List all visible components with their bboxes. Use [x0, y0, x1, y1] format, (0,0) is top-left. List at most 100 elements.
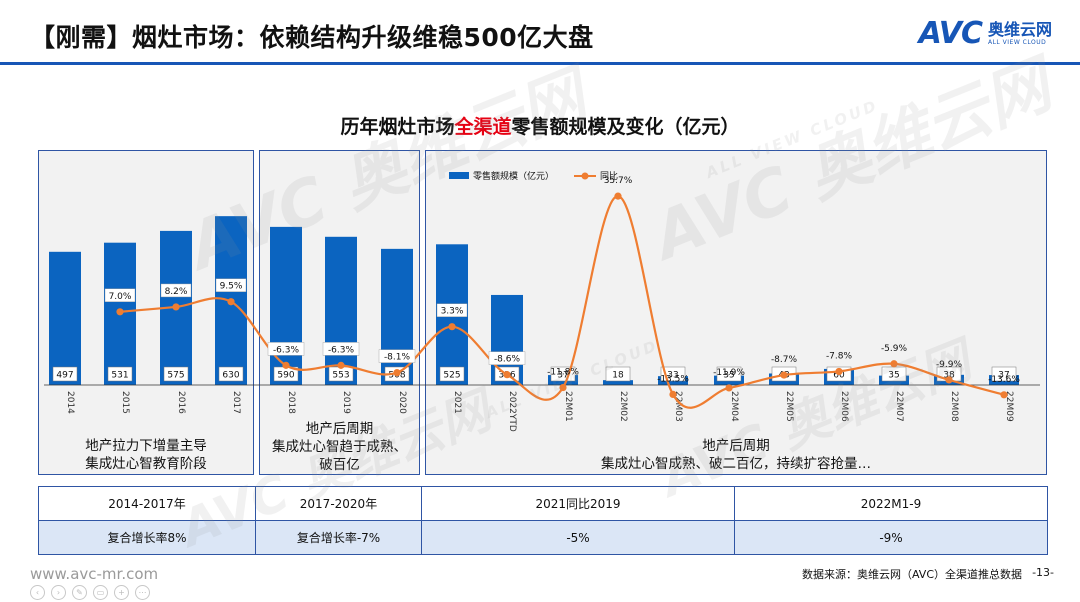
- yoy-point-2017: [227, 298, 235, 306]
- tick-label-2014: 2014: [65, 391, 75, 414]
- yoy-label-22M03: -13.5%: [657, 374, 689, 384]
- yoy-label-2020: -8.1%: [384, 353, 411, 363]
- yoy-label-22M02: 35.7%: [604, 176, 633, 186]
- value-label-2019: 553: [332, 371, 349, 381]
- yoy-point-22M04: [725, 384, 733, 392]
- bar-2019: [325, 236, 357, 385]
- yoy-label-box: [104, 288, 136, 302]
- value-label-22M09: 37: [998, 371, 1009, 381]
- yoy-label-2017: 9.5%: [220, 282, 243, 292]
- tick-label-22M06: 22M06: [839, 391, 849, 422]
- yoy-label-box: [378, 349, 416, 363]
- value-label-box: [218, 366, 244, 382]
- bar-22M02: [603, 380, 633, 385]
- slide-nav-controls[interactable]: ‹ › ✎ ▭ + ⋯: [30, 585, 150, 600]
- summary-growth-row: 复合增长率8% 复合增长率-7% -5% -9%: [38, 520, 1048, 555]
- yoy-label-box: [436, 303, 468, 317]
- value-label-box: [52, 366, 78, 382]
- value-label-box: [716, 366, 742, 382]
- value-label-box: [605, 366, 631, 382]
- yoy-label-box: [322, 342, 360, 356]
- value-label-22M04: 35: [723, 371, 734, 381]
- yoy-point-2015: [116, 308, 124, 316]
- logo-chinese-name: 奥维云网: [987, 19, 1052, 39]
- tick-label-22M07: 22M07: [894, 391, 904, 422]
- value-label-2014: 497: [56, 371, 73, 381]
- legend-line-label: 同比: [600, 170, 618, 182]
- back-icon[interactable]: ‹: [30, 585, 45, 600]
- summary-growth-cell: -9%: [734, 520, 1048, 555]
- phase-panel-2021-2022: [425, 150, 1047, 475]
- tick-label-22M01: 22M01: [563, 391, 573, 422]
- chart-title-suffix: 零售额规模及变化（亿元）: [511, 116, 740, 138]
- value-label-2016: 575: [167, 371, 184, 381]
- yoy-label-22M06: -7.8%: [826, 351, 853, 361]
- yoy-point-2020: [393, 369, 401, 377]
- tick-label-22M09: 22M09: [1004, 391, 1014, 422]
- logo-english-name: ALL VIEW CLOUD: [987, 38, 1047, 46]
- summary-growth-cell: 复合增长率8%: [38, 520, 256, 555]
- yoy-point-22M08: [945, 376, 953, 384]
- yoy-point-2021: [448, 323, 456, 331]
- tick-label-22M02: 22M02: [618, 391, 628, 422]
- summary-table: 2014-2017年 2017-2020年 2021同比2019 2022M1-…: [38, 486, 1048, 555]
- phase-note-2: 地产后周期 集成灶心智趋于成熟、 破百亿: [272, 421, 407, 473]
- phase-note-3: 地产后周期 集成灶心智成熟、破二百亿，持续扩容抢量…: [601, 438, 871, 472]
- tick-label-2017: 2017: [231, 391, 241, 414]
- value-label-box: [439, 366, 465, 382]
- value-label-2018: 590: [277, 371, 294, 381]
- value-label-22M08: 38: [943, 371, 955, 381]
- yoy-label-box: [215, 278, 247, 292]
- phase-note-1: 地产拉力下增量主导 集成灶心智教育阶段: [85, 438, 207, 472]
- header-divider: [0, 62, 1080, 65]
- yoy-label-box: [488, 351, 526, 365]
- tick-label-22M05: 22M05: [784, 391, 794, 422]
- summary-period-cell: 2017-2020年: [255, 486, 422, 521]
- page-title: 【刚需】烟灶市场：依赖结构升级维稳500亿大盘: [30, 23, 594, 52]
- yoy-label-2021: 3.3%: [441, 307, 464, 317]
- value-label-box: [107, 366, 133, 382]
- yoy-label-22M05: -8.7%: [771, 355, 798, 365]
- yoy-label-22M04: -11.9%: [713, 368, 745, 378]
- screen-icon[interactable]: ▭: [93, 585, 108, 600]
- tick-label-2022YTD: 2022YTD: [507, 391, 517, 432]
- bar-2018: [270, 226, 302, 385]
- summary-period-cell: 2021同比2019: [421, 486, 735, 521]
- tick-label-2018: 2018: [286, 391, 296, 414]
- summary-period-cell: 2022M1-9: [734, 486, 1048, 521]
- yoy-point-22M07: [890, 360, 898, 368]
- logo-mark: AVC: [918, 16, 983, 51]
- yoy-point-2016: [172, 303, 180, 311]
- more-icon[interactable]: ⋯: [135, 585, 150, 600]
- legend-bar-label: 零售额规模（亿元）: [473, 170, 554, 182]
- yoy-point-22M02: [614, 192, 622, 200]
- value-label-2015: 531: [111, 371, 128, 381]
- yoy-point-22M03: [669, 390, 677, 399]
- zoom-icon[interactable]: +: [114, 585, 129, 600]
- forward-icon[interactable]: ›: [51, 585, 66, 600]
- tick-label-22M03: 22M03: [673, 391, 683, 422]
- pen-icon[interactable]: ✎: [72, 585, 87, 600]
- page-number: -13-: [1032, 566, 1054, 579]
- tick-label-2015: 2015: [120, 391, 130, 414]
- chart-title-prefix: 历年烟灶市场: [340, 116, 455, 138]
- summary-growth-cell: 复合增长率-7%: [255, 520, 422, 555]
- chart-title-highlight: 全渠道: [454, 116, 512, 138]
- yoy-point-2019: [337, 361, 345, 369]
- summary-period-cell: 2014-2017年: [38, 486, 256, 521]
- yoy-label-box: [267, 342, 305, 356]
- yoy-label-2018: -6.3%: [273, 345, 300, 355]
- yoy-point-22M06: [835, 367, 843, 376]
- summary-period-row: 2014-2017年 2017-2020年 2021同比2019 2022M1-…: [38, 486, 1048, 521]
- value-label-box: [991, 366, 1017, 382]
- tick-label-22M08: 22M08: [949, 391, 959, 422]
- yoy-point-22M09: [1000, 391, 1008, 399]
- tick-label-2019: 2019: [341, 391, 351, 414]
- legend-bar-swatch: [449, 172, 469, 179]
- yoy-label-22M08: -9.9%: [936, 360, 963, 370]
- yoy-point-2022YTD: [503, 371, 511, 379]
- company-logo: AVC 奥维云网 ALL VIEW CLOUD: [919, 16, 1052, 51]
- yoy-label-box: [160, 283, 192, 298]
- tick-label-22M04: 22M04: [729, 391, 739, 422]
